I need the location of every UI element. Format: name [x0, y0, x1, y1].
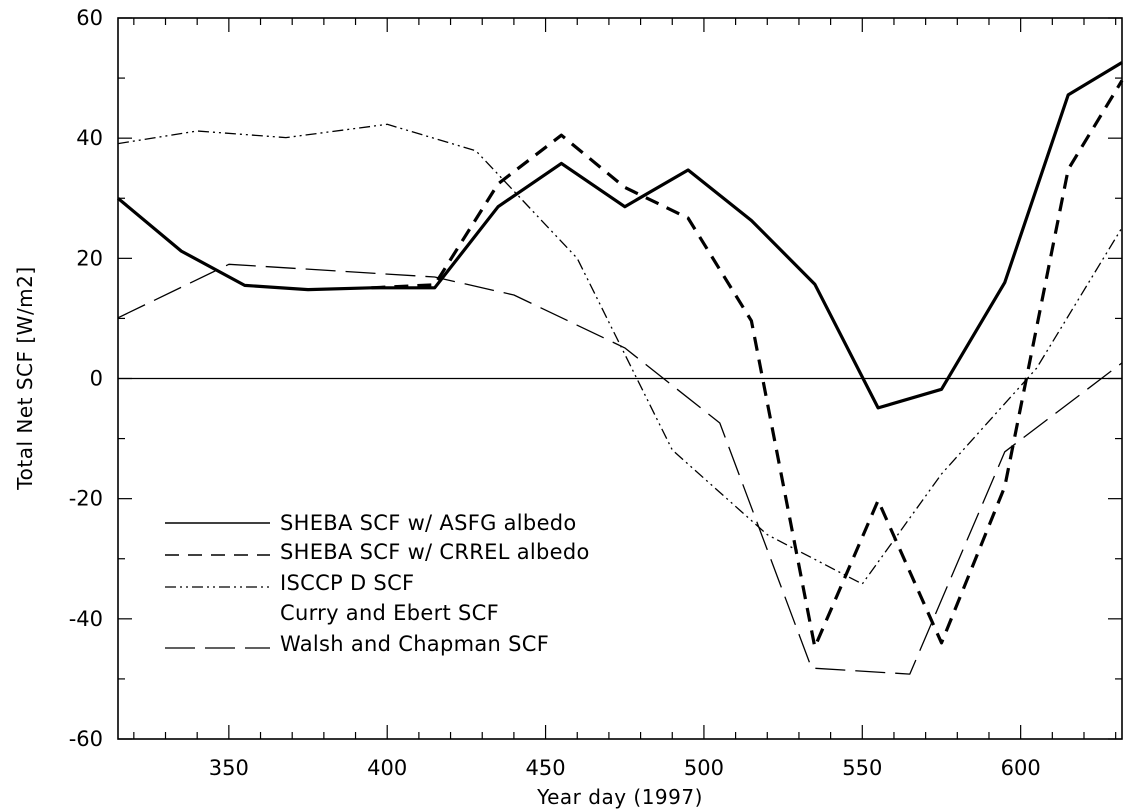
y-tick-label: -40 [69, 607, 103, 631]
series-line-isccp [117, 123, 1123, 585]
x-tick-label: 550 [842, 756, 882, 780]
legend-label-curry-ebert: Curry and Ebert SCF [280, 601, 499, 625]
y-tick-label: -20 [69, 487, 103, 511]
series-lines [116, 61, 1124, 675]
y-tick-label: 60 [76, 6, 103, 30]
legend-label-asfg: SHEBA SCF w/ ASFG albedo [280, 511, 577, 535]
axis-tick-labels: 350 400 450 500 550 600 -60 -40 -20 0 20 40 60 [69, 6, 1041, 780]
x-tick-label: 600 [1001, 756, 1041, 780]
legend-label-crrel: SHEBA SCF w/ CRREL albedo [280, 540, 590, 564]
y-tick-label: 40 [76, 126, 103, 150]
legend: SHEBA SCF w/ ASFG albedo SHEBA SCF w/ CR… [165, 511, 590, 656]
series-line-crrel [371, 79, 1124, 649]
x-tick-label: 450 [526, 756, 566, 780]
y-axis-label: Total Net SCF [W/m2] [13, 266, 37, 490]
y-tick-label: 20 [76, 246, 103, 270]
x-tick-label: 500 [684, 756, 724, 780]
y-tick-label: 0 [90, 367, 103, 391]
series-line-asfg [116, 61, 1123, 410]
series-line-walsh-chapman [117, 263, 1123, 675]
x-tick-label: 350 [209, 756, 249, 780]
legend-label-isccp: ISCCP D SCF [280, 571, 414, 595]
y-tick-label: -60 [69, 727, 103, 751]
x-tick-label: 400 [367, 756, 407, 780]
legend-label-walsh-chapman: Walsh and Chapman SCF [280, 632, 549, 656]
x-axis-label: Year day (1997) [536, 785, 703, 809]
